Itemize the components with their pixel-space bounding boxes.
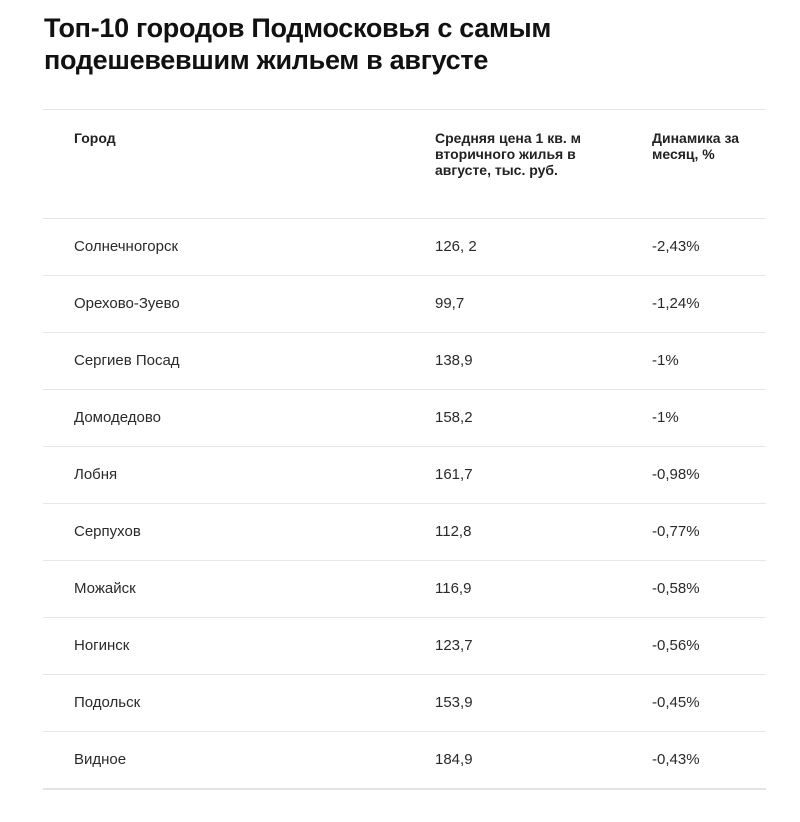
table-row: Можайск 116,9 -0,58% <box>43 561 766 618</box>
cell-city: Серпухов <box>74 523 141 540</box>
table-row: Ногинск 123,7 -0,56% <box>43 618 766 675</box>
cell-dynamics: -0,77% <box>652 523 700 540</box>
cell-dynamics: -0,98% <box>652 466 700 483</box>
cell-price: 138,9 <box>435 352 473 369</box>
cell-city: Солнечногорск <box>74 238 179 255</box>
data-table: Город Средняя цена 1 кв. м вторичного жи… <box>43 109 766 790</box>
cell-price: 126, 2 <box>435 238 477 255</box>
table-body: Солнечногорск 126, 2 -2,43% Орехово-Зуев… <box>43 219 766 790</box>
cell-dynamics: -1% <box>652 352 679 369</box>
cell-dynamics: -1,24% <box>652 295 700 312</box>
table-row: Лобня 161,7 -0,98% <box>43 447 766 504</box>
table-row: Подольск 153,9 -0,45% <box>43 675 766 732</box>
page-title: Топ-10 городов Подмосковья с самым подеш… <box>44 13 552 75</box>
table-row: Орехово-Зуево 99,7 -1,24% <box>43 276 766 333</box>
cell-price: 116,9 <box>435 580 472 597</box>
cell-price: 112,8 <box>435 523 472 540</box>
cell-city: Орехово-Зуево <box>74 295 180 312</box>
cell-dynamics: -0,58% <box>652 580 700 597</box>
column-header-city: Город <box>74 130 116 146</box>
cell-price: 184,9 <box>435 751 473 768</box>
cell-city: Ногинск <box>74 637 130 654</box>
table-header: Город Средняя цена 1 кв. м вторичного жи… <box>43 110 766 219</box>
cell-city: Подольск <box>74 694 141 711</box>
cell-dynamics: -0,56% <box>652 637 700 654</box>
table-row: Видное 184,9 -0,43% <box>43 732 766 790</box>
cell-dynamics: -0,45% <box>652 694 700 711</box>
table-row: Сергиев Посад 138,9 -1% <box>43 333 766 390</box>
table-row: Серпухов 112,8 -0,77% <box>43 504 766 561</box>
cell-price: 161,7 <box>435 466 473 483</box>
cell-city: Сергиев Посад <box>74 352 180 369</box>
cell-price: 123,7 <box>435 637 473 654</box>
cell-price: 158,2 <box>435 409 473 426</box>
cell-price: 153,9 <box>435 694 473 711</box>
cell-dynamics: -2,43% <box>652 238 700 255</box>
table-row: Солнечногорск 126, 2 -2,43% <box>43 219 766 276</box>
cell-city: Можайск <box>74 580 136 597</box>
column-header-price: Средняя цена 1 кв. м вторичного жилья в … <box>435 130 581 178</box>
cell-city: Лобня <box>74 466 118 483</box>
cell-dynamics: -0,43% <box>652 751 700 768</box>
column-header-dynamics: Динамика за месяц, % <box>652 130 740 162</box>
table-row: Домодедово 158,2 -1% <box>43 390 766 447</box>
cell-city: Домодедово <box>74 409 161 426</box>
cell-dynamics: -1% <box>652 409 679 426</box>
cell-city: Видное <box>74 751 127 768</box>
cell-price: 99,7 <box>435 295 465 312</box>
